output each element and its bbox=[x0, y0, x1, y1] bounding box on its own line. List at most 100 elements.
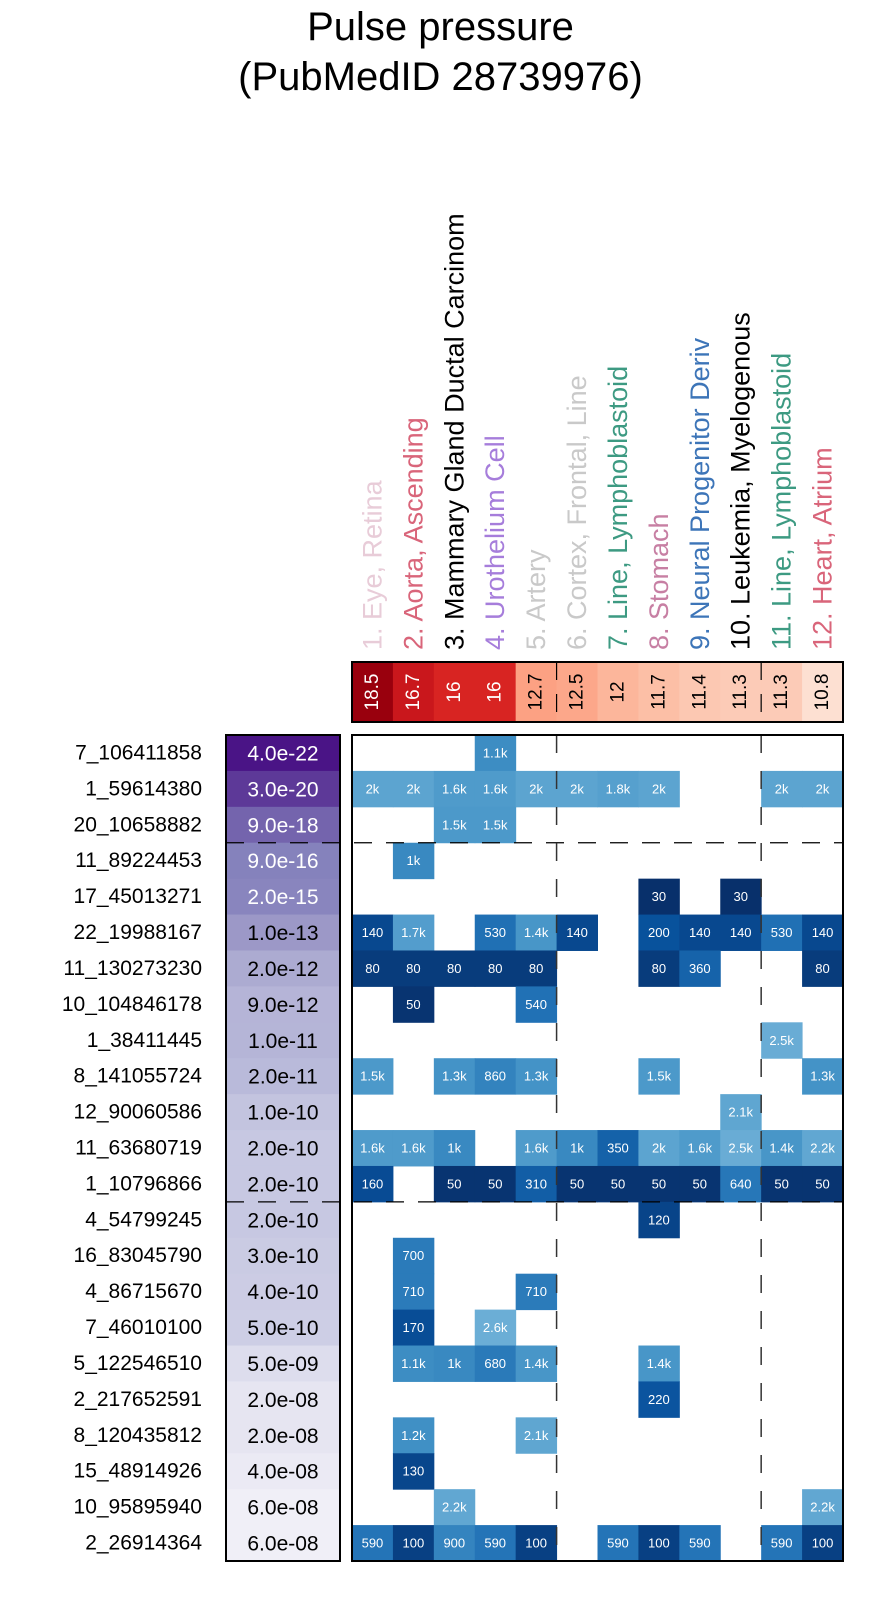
heatmap-cell bbox=[761, 914, 803, 951]
heatmap-cell bbox=[638, 1058, 680, 1095]
score-cell bbox=[474, 662, 517, 722]
pvalue-label: 2.0e-12 bbox=[247, 958, 318, 981]
heatmap-cell bbox=[433, 950, 476, 987]
heatmap-cell bbox=[433, 806, 476, 844]
cell-value: 350 bbox=[607, 1141, 629, 1156]
heatmap-cell bbox=[515, 1058, 558, 1095]
heatmap-cell bbox=[515, 914, 558, 951]
heatmap-cell bbox=[392, 842, 435, 880]
cell-value: 640 bbox=[730, 1176, 752, 1191]
heatmap-cell bbox=[433, 1489, 476, 1526]
column-label: 5. Artery bbox=[521, 549, 551, 650]
pvalue-cell bbox=[226, 1201, 340, 1239]
cell-value: 170 bbox=[403, 1320, 425, 1335]
score-label: 10.8 bbox=[812, 674, 833, 711]
cell-value: 80 bbox=[406, 961, 420, 976]
cell-value: 100 bbox=[525, 1536, 547, 1551]
row-label: 20_10658882 bbox=[74, 813, 202, 836]
heatmap-cell bbox=[433, 1345, 476, 1382]
heatmap-cell bbox=[392, 770, 435, 808]
cell-value: 1.4k bbox=[524, 1356, 549, 1371]
cell-value: 50 bbox=[406, 997, 420, 1012]
cell-value: 160 bbox=[362, 1176, 384, 1191]
cell-value: 120 bbox=[648, 1212, 670, 1227]
heatmap-cell bbox=[802, 1058, 844, 1095]
heatmap-cell bbox=[802, 914, 844, 951]
heatmap-cell bbox=[474, 806, 517, 844]
heatmap-cell bbox=[433, 1525, 476, 1562]
heatmap-cell bbox=[474, 950, 517, 987]
score-cell bbox=[761, 662, 803, 722]
score-cell bbox=[597, 662, 639, 722]
heatmap-cell bbox=[802, 1489, 844, 1526]
heatmap-cell bbox=[392, 914, 435, 951]
cell-value: 50 bbox=[652, 1176, 666, 1191]
pvalue-cell bbox=[226, 735, 340, 772]
cell-value: 140 bbox=[362, 925, 384, 940]
cell-value: 680 bbox=[484, 1356, 506, 1371]
heatmap-cell bbox=[392, 1345, 435, 1382]
cell-value: 700 bbox=[403, 1248, 425, 1263]
heatmap-cell bbox=[392, 1130, 435, 1167]
cell-value: 590 bbox=[689, 1536, 711, 1551]
pvalue-label: 2.0e-10 bbox=[247, 1138, 318, 1161]
cell-value: 80 bbox=[447, 961, 461, 976]
heatmap-cell bbox=[474, 1309, 517, 1347]
heatmap-cell bbox=[556, 1130, 598, 1167]
heatmap-cell bbox=[515, 1417, 558, 1454]
pvalue-column-border bbox=[225, 734, 341, 1562]
pvalue-label: 1.0e-13 bbox=[247, 922, 318, 945]
cell-value: 100 bbox=[648, 1536, 670, 1551]
cell-value: 2.2k bbox=[810, 1141, 835, 1156]
pvalue-label: 5.0e-10 bbox=[247, 1317, 318, 1340]
row-label: 12_90060586 bbox=[74, 1101, 202, 1124]
row-label: 11_130273230 bbox=[63, 957, 202, 980]
cell-value: 1.1k bbox=[401, 1356, 426, 1371]
cell-value: 1.6k bbox=[688, 1141, 713, 1156]
heatmap-cell bbox=[556, 914, 598, 951]
chart-title: Pulse pressure (PubMedID 28739976) bbox=[0, 2, 881, 102]
cell-value: 590 bbox=[362, 1536, 384, 1551]
score-label: 12 bbox=[607, 681, 628, 702]
heatmap-cell bbox=[515, 1273, 558, 1311]
cell-value: 1.2k bbox=[401, 1428, 426, 1443]
cell-value: 1.7k bbox=[401, 925, 426, 940]
cell-value: 140 bbox=[730, 925, 752, 940]
heatmap-grid: 1.1k 2k 2k 1.6k 1.6k 2k 2k 1.8k 2k 2k 2k 1.5k 1.5k 1k… bbox=[352, 735, 844, 1562]
cell-value: 130 bbox=[403, 1464, 425, 1479]
heatmap-cell bbox=[802, 770, 844, 808]
score-cell bbox=[720, 662, 762, 722]
column-label: 6. Cortex, Frontal, Line bbox=[562, 375, 592, 650]
score-cell bbox=[638, 662, 680, 722]
cell-value: 1.5k bbox=[647, 1069, 672, 1084]
cell-value: 50 bbox=[611, 1176, 625, 1191]
cell-value: 1k bbox=[447, 1141, 461, 1156]
cell-value: 2k bbox=[816, 781, 830, 796]
cell-value: 80 bbox=[488, 961, 502, 976]
pvalue-label: 2.0e-10 bbox=[247, 1209, 318, 1232]
title-line-2: (PubMedID 28739976) bbox=[238, 55, 643, 99]
column-label: 7. Line, Lymphoblastoid bbox=[603, 366, 633, 650]
heatmap-cell bbox=[474, 1345, 517, 1382]
cell-value: 1.5k bbox=[483, 817, 508, 832]
cell-value: 1.4k bbox=[524, 925, 549, 940]
cell-value: 1.6k bbox=[442, 781, 467, 796]
score-cell bbox=[556, 662, 598, 722]
heatmap-cell bbox=[474, 770, 517, 808]
pvalue-cell bbox=[226, 950, 340, 987]
pvalue-column: 4.0e-22 3.0e-20 9.0e-18 9.0e-16 2.0e-15 1.0e-… bbox=[225, 734, 341, 1562]
score-cell bbox=[433, 662, 476, 722]
cell-value: 1.5k bbox=[442, 817, 467, 832]
heatmap-cell bbox=[352, 914, 394, 951]
heatmap-cell bbox=[392, 1417, 435, 1454]
heatmap-cell bbox=[720, 1165, 762, 1203]
heatmap-cell bbox=[392, 1273, 435, 1311]
cell-value: 30 bbox=[733, 889, 747, 904]
grid-border bbox=[351, 734, 844, 1562]
cell-value: 140 bbox=[566, 925, 588, 940]
cell-value: 50 bbox=[447, 1176, 461, 1191]
heatmap-cell bbox=[802, 1130, 844, 1167]
pvalue-label: 3.0e-20 bbox=[247, 778, 318, 801]
cell-value: 1k bbox=[407, 853, 421, 868]
